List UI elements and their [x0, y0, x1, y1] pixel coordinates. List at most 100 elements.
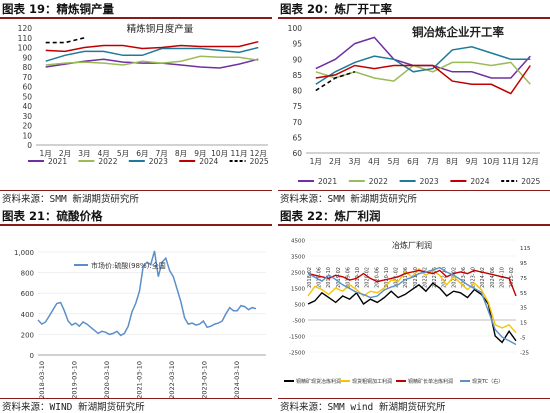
series-line-2022: [315, 61, 531, 85]
y-tick-label: 800: [21, 270, 34, 278]
legend-label-2023: 2023: [149, 157, 168, 166]
y-tick-label: 500: [295, 303, 306, 309]
x-tick-label: 2019-02: [336, 267, 342, 288]
x-tick-label: 11月: [230, 149, 247, 158]
smelter-profit-chart: -2500 -1500 -500 500 1500 2500 3500 4500 -25 -5 15…: [284, 239, 531, 385]
series-line-现货TC（右）: [307, 266, 517, 346]
y-tick-label: -500: [293, 319, 306, 325]
x-tick-label: 7月: [427, 157, 439, 166]
series-line-2025: [45, 37, 85, 44]
x-tick-label: 2023-03-10: [201, 361, 209, 399]
x-tick-label: 8月: [175, 149, 187, 158]
panel-header: 图表 19：精炼铜产量: [0, 0, 272, 19]
panel-header: 图表 20：炼厂开工率: [278, 0, 550, 19]
y-tick-label: 85: [292, 71, 302, 80]
legend-label-2025: 2025: [250, 157, 269, 166]
x-tick-label: 2021-06: [403, 267, 409, 288]
x-tick-label: 2020-06: [374, 267, 380, 288]
y-tick-label: 3500: [291, 255, 305, 261]
legend-label-2: 铜精矿长单冶炼利润: [408, 378, 453, 385]
y-tick-label: 70: [22, 73, 32, 82]
legend-label-1: 现货粗铜加工利润: [352, 378, 392, 385]
legend-label-0: 铜精矿现货冶炼利润: [296, 378, 341, 385]
legend-label-2022: 2022: [369, 177, 388, 186]
y-tick-label: 600: [21, 290, 34, 298]
x-tick-label: 2022-06: [432, 267, 438, 288]
chart-title: 铜冶炼企业开工率: [411, 25, 504, 39]
x-tick-label: 6月: [407, 157, 419, 166]
x-tick-label: 2024-06: [490, 267, 496, 288]
series-line-2024: [315, 64, 531, 95]
y-tick-label: 50: [22, 92, 32, 101]
x-tick-label: 9月: [194, 149, 206, 158]
panel-header-text: 图表 22：炼厂利润: [280, 209, 381, 223]
series-line-2021: [45, 58, 259, 69]
x-tick-label: 4月: [98, 149, 110, 158]
y-tick-label: 65: [292, 133, 302, 142]
x-tick-label: 2023-06: [461, 267, 467, 288]
series-line-2025: [315, 71, 356, 92]
series-line-2024: [45, 40, 259, 53]
y-tick-label: 20: [22, 122, 32, 131]
y2-tick-label: -5: [520, 336, 526, 342]
x-tick-label: 2021-03-10: [136, 361, 144, 399]
legend-label-2024: 2024: [199, 157, 218, 166]
x-tick-label: 2月: [329, 157, 341, 166]
y-tick-label: 2500: [291, 271, 305, 277]
x-tick-label: 2020-10: [384, 267, 390, 288]
y-tick-label: 1,000: [14, 249, 34, 257]
x-tick-label: 2022-02: [422, 267, 428, 288]
x-tick-label: 4月: [368, 157, 380, 166]
y2-tick-label: 95: [520, 261, 527, 267]
x-tick-label: 5月: [388, 157, 400, 166]
y-tick-label: 100: [288, 24, 303, 33]
legend-label-2021: 2021: [318, 177, 337, 186]
legend-label-2024: 2024: [470, 177, 489, 186]
x-tick-label: 2023-10: [471, 267, 477, 288]
x-tick-label: 3月: [78, 149, 90, 158]
y-tick-label: -2500: [289, 351, 305, 357]
y-tick-label: 400: [21, 311, 34, 319]
legend-label-2022: 2022: [98, 157, 117, 166]
x-tick-label: 2019-03-10: [71, 361, 79, 399]
source-text: 资料来源：SMM 新湖期货研究所: [280, 194, 417, 205]
panel-header: 图表 22：炼厂利润: [278, 207, 550, 226]
x-tick-label: 12月: [522, 157, 539, 166]
x-tick-label: 6月: [136, 149, 148, 158]
y-tick-label: 90: [22, 53, 32, 62]
panel-refined-copper-output: 图表 19：精炼铜产量 0 10 20 30 40 50 60 70 80 90 100 110 120…: [0, 0, 272, 206]
legend-label: 市场价:硫酸(98%):全国: [91, 261, 166, 270]
x-tick-label: 2021-10: [413, 267, 419, 288]
x-tick-label: 2020-03-10: [103, 361, 111, 399]
x-tick-label: 10月: [483, 157, 500, 166]
y-tick-label: 60: [22, 83, 32, 92]
x-tick-label: 2022-03-10: [168, 361, 176, 399]
series-line-2022: [45, 55, 259, 66]
series-line-2023: [315, 46, 531, 85]
y-tick-label: 1500: [291, 287, 305, 293]
y-tick-label: 80: [292, 87, 302, 96]
y-tick-label: 80: [22, 63, 32, 72]
source-text: 资料来源：SMM wind 新湖期货研究所: [280, 402, 446, 413]
y-tick-label: 0: [30, 352, 34, 360]
y-tick-label: 0: [27, 141, 32, 150]
panel-header-text: 图表 19：精炼铜产量: [2, 2, 115, 16]
x-tick-label: 2020-02: [365, 267, 371, 288]
y-tick-label: 30: [22, 112, 32, 121]
panel-header: 图表 21：硫酸价格: [0, 207, 272, 226]
y-tick-label: -1500: [289, 335, 305, 341]
x-tick-label: 12月: [250, 149, 267, 158]
y2-tick-label: 55: [520, 291, 527, 297]
x-tick-label: 2025-02: [509, 267, 515, 288]
legend-label-2025: 2025: [521, 177, 540, 186]
y-tick-label: 60: [292, 149, 302, 158]
legend-label-2021: 2021: [48, 157, 67, 166]
y-tick-label: 40: [22, 102, 32, 111]
y2-tick-label: 35: [520, 306, 527, 312]
y-tick-label: 75: [292, 102, 302, 111]
chart-title: 冶炼厂利润: [392, 240, 432, 250]
panel-sulfuric-acid-price: 图表 21：硫酸价格 0 200 400 600 800 1,000 2018-03-10 2…: [0, 207, 272, 413]
series-line-sulfuric-acid: [37, 250, 257, 337]
source-note: 资料来源：SMM 新湖期货研究所: [278, 190, 550, 205]
